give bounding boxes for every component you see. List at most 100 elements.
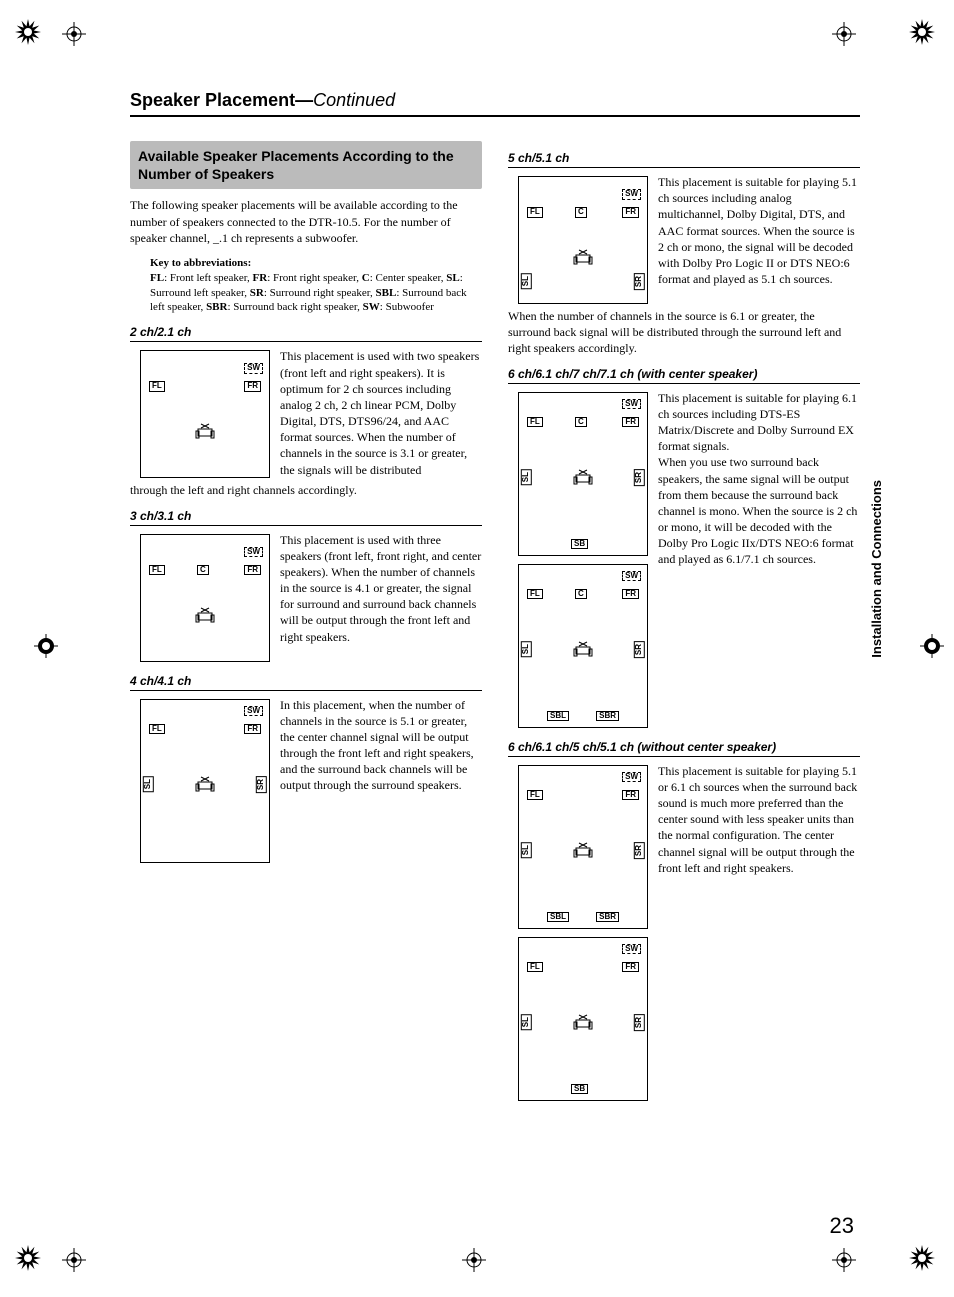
diagram-stack: SW FL C FR SL SR SB SW FL C FR SL SR SBL SBR [508,390,648,730]
registration-mark-icon [62,1248,86,1272]
sofa-icon [573,467,593,487]
entry-body: SW FL C FR SL SR SB SW FL C FR SL SR SBL SBR This place… [508,390,860,730]
title-sep: — [295,90,313,110]
placement-heading: 2 ch/2.1 ch [130,325,482,342]
speaker-label-fl: FL [527,962,543,973]
speaker-label-c: C [575,589,587,600]
speaker-label-sw: SW [622,399,641,410]
speaker-label-fl: FL [527,417,543,428]
sofa-icon [195,421,215,441]
listener-icon [195,605,215,625]
speaker-label-sw: SW [622,189,641,200]
placement-entry: 6 ch/6.1 ch/5 ch/5.1 ch (without center … [508,740,860,1103]
listener-icon [195,421,215,441]
speaker-label-sl: SL [521,641,532,657]
sofa-icon [573,639,593,659]
placement-description: This placement is used with three speake… [280,532,482,645]
left-column: Available Speaker Placements According t… [130,141,482,1109]
entry-body: SWFLFRSLSRSBLSBRSWFLFRSLSRSBThis placeme… [508,763,860,1103]
entry-body: SWFLCFRThis placement is used with three… [130,532,482,664]
speaker-label-fr: FR [622,790,639,801]
speaker-diagram: SW FL C FR SL SR SB [518,392,648,556]
speaker-label-sr: SR [634,842,645,859]
section-heading-box: Available Speaker Placements According t… [130,141,482,189]
speaker-diagram: SWFLCFR [140,534,270,662]
placement-description: This placement is suitable for playing 5… [658,763,860,876]
speaker-label-fr: FR [244,381,261,392]
speaker-label-sw: SW [622,571,641,582]
speaker-label-sw: SW [244,363,263,374]
speaker-label-fr: FR [622,417,639,428]
speaker-label-fl: FL [149,381,165,392]
speaker-label-sl: SL [521,469,532,485]
speaker-label-fr: FR [622,589,639,600]
placement-description-continued: through the left and right channels acco… [130,482,482,498]
speaker-label-sr: SR [634,273,645,290]
placement-heading: 4 ch/4.1 ch [130,674,482,691]
entry-body: SWFLFRThis placement is used with two sp… [130,348,482,480]
section-tab: Installation and Connections [869,480,884,658]
sofa-icon [195,605,215,625]
placement-heading: 5 ch/5.1 ch [508,151,860,168]
speaker-label-sw: SW [622,944,641,955]
speaker-label-c: C [575,207,587,218]
speaker-label-sbl: SBL [547,912,569,923]
speaker-diagram: SW FL C FR SL SR SBL SBR [518,564,648,728]
registration-mark-icon [462,1248,486,1272]
listener-icon [573,1012,593,1032]
star-mark-icon [908,1244,936,1272]
placement-description-continued: When the number of channels in the sourc… [508,308,860,357]
page-number: 23 [830,1213,854,1239]
placement-entry: 3 ch/3.1 ch SWFLCFRThis placement is used… [130,509,482,664]
registration-mark-icon [832,1248,856,1272]
page-title: Speaker Placement—Continued [130,90,860,117]
speaker-diagram: SWFLFRSLSRSBLSBR [518,765,648,929]
placement-heading: 3 ch/3.1 ch [130,509,482,526]
speaker-label-sb: SB [571,539,588,550]
speaker-label-sr: SR [634,469,645,486]
speaker-label-fr: FR [622,962,639,973]
speaker-label-sw: SW [244,706,263,717]
star-mark-icon [14,18,42,46]
speaker-diagram: SWFLFRSLSRSB [518,937,648,1101]
placement-description: This placement is suitable for playing 6… [658,390,860,568]
speaker-diagram: SWFLFRSLSR [140,699,270,863]
two-column-layout: Available Speaker Placements According t… [130,141,860,1109]
speaker-label-sl: SL [143,776,154,792]
diagram-stack: SWFLFRSLSRSBLSBRSWFLFRSLSRSB [508,763,648,1103]
speaker-label-sbl: SBL [547,711,569,722]
speaker-diagram: SW FL FR [140,350,270,478]
manual-page: Speaker Placement—Continued Available Sp… [0,0,954,1297]
star-mark-icon [908,18,936,46]
title-continued: Continued [313,90,395,110]
registration-mark-icon [34,634,58,658]
star-mark-icon [14,1244,42,1272]
registration-mark-icon [832,22,856,46]
speaker-label-sb: SB [571,1084,588,1095]
speaker-label-fl: FL [527,790,543,801]
placement-entry: 5 ch/5.1 chSWFLCFRSLSRThis placement is … [508,151,860,357]
placement-heading: 6 ch/6.1 ch/5 ch/5.1 ch (without center … [508,740,860,757]
speaker-label-sbr: SBR [596,711,619,722]
entry-body: SWFLCFRSLSRThis placement is suitable fo… [508,174,860,306]
speaker-label-fl: FL [149,724,165,735]
abbreviation-key: Key to abbreviations: FL: Front left spe… [130,256,482,315]
speaker-label-c: C [197,565,209,576]
entry-body: SWFLFRSLSRIn this placement, when the nu… [130,697,482,865]
placement-heading: 6 ch/6.1 ch/7 ch/7.1 ch (with center spe… [508,367,860,384]
listener-icon [573,247,593,267]
speaker-label-fl: FL [527,207,543,218]
registration-mark-icon [62,22,86,46]
sofa-icon [573,840,593,860]
intro-paragraph: The following speaker placements will be… [130,197,482,246]
speaker-label-c: C [575,417,587,428]
speaker-label-sr: SR [634,641,645,658]
speaker-label-sl: SL [521,842,532,858]
speaker-label-fr: FR [244,724,261,735]
speaker-label-sr: SR [634,1014,645,1031]
title-main: Speaker Placement [130,90,295,110]
placement-description: This placement is suitable for playing 5… [658,174,860,287]
speaker-label-fl: FL [527,589,543,600]
key-heading: Key to abbreviations: [150,256,470,271]
content-area: Speaker Placement—Continued Available Sp… [130,90,860,1109]
